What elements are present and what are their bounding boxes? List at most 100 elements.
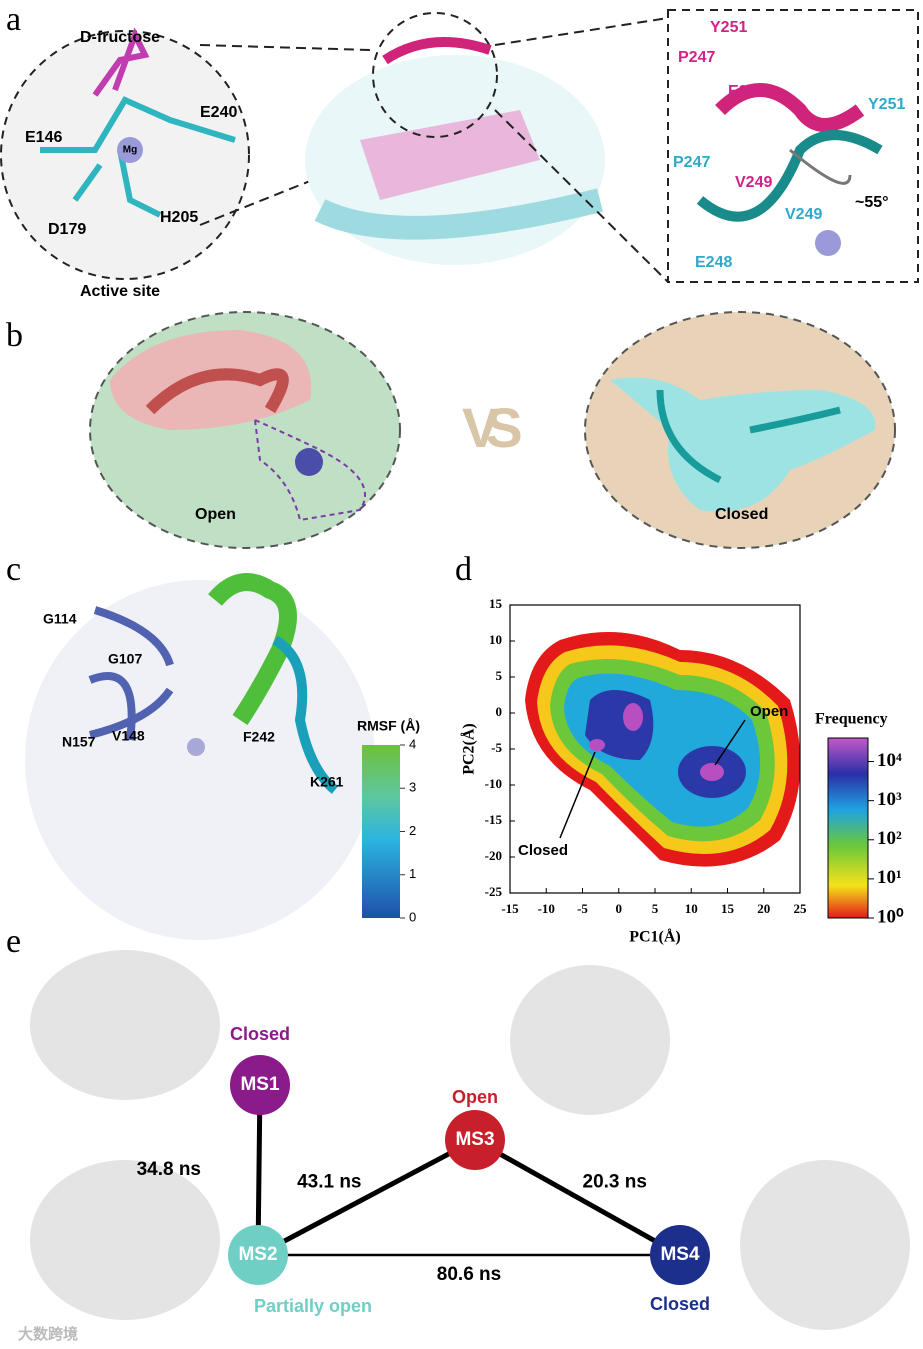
loop-label: V249	[785, 206, 822, 223]
y-tick-label: -25	[485, 884, 503, 899]
annotation-arrow	[714, 719, 746, 766]
residue-sticks	[40, 96, 236, 218]
residue-label: G107	[108, 651, 142, 667]
helix	[314, 188, 603, 240]
state-id: MS3	[455, 1129, 494, 1150]
zoom-circle	[372, 12, 498, 138]
x-tick-label: 10	[685, 901, 698, 916]
state-node	[650, 1225, 710, 1285]
transition-time: 34.8 ns	[137, 1159, 201, 1180]
connector	[199, 44, 371, 51]
y-tick-label: 10	[489, 632, 502, 647]
colorbar	[362, 745, 400, 918]
colorbar-tick-label: 3	[409, 780, 416, 795]
metal-ion	[187, 738, 205, 756]
density-peak	[589, 739, 605, 751]
annotation: Closed	[518, 842, 568, 859]
protein-cartoon	[305, 12, 605, 265]
panel-letter: d	[455, 551, 472, 588]
zoom-box	[667, 9, 919, 283]
ligand-label: D-fructose	[80, 29, 160, 46]
density-peak	[700, 763, 724, 781]
loop-ribbon	[88, 606, 174, 741]
state-label: Open	[195, 506, 236, 523]
angle-label: ~55°	[855, 194, 889, 211]
x-tick-label: 25	[794, 901, 808, 916]
y-tick-label: -5	[491, 740, 502, 755]
state-label: Closed	[715, 506, 768, 523]
panel-letter: a	[6, 1, 21, 38]
state-label: Closed	[650, 1294, 710, 1314]
x-tick-label: -10	[538, 901, 555, 916]
y-tick-label: -10	[485, 776, 502, 791]
transition-edge	[256, 1137, 477, 1258]
residue-label: F242	[243, 729, 275, 745]
residue-label: H205	[160, 209, 198, 226]
state-node	[445, 1110, 505, 1170]
protein-shape	[25, 580, 375, 940]
connector	[494, 109, 669, 283]
state-label: Partially open	[254, 1296, 372, 1316]
colorbar-tick-label: 10⁰	[877, 906, 904, 927]
colorbar-title: Frequency	[815, 711, 888, 728]
metal-ion	[295, 448, 323, 476]
transition-time: 43.1 ns	[297, 1172, 361, 1193]
loop-ribbon	[208, 573, 297, 725]
annotation: Open	[750, 703, 788, 720]
panel-letter: c	[6, 551, 21, 588]
colorbar-tick-label: 0	[409, 909, 416, 924]
panel-a: a Mg D-fructose E240 E146 D179 H205 Acti…	[0, 1, 919, 300]
loop-label: P247	[678, 49, 715, 66]
x-tick-label: -5	[577, 901, 588, 916]
x-tick-label: 15	[721, 901, 735, 916]
residue-label: N157	[62, 734, 96, 750]
x-tick-label: 5	[652, 901, 659, 916]
annotation-arrow	[559, 751, 596, 839]
colorbar-tick-label: 10¹	[877, 867, 902, 888]
vs-logo: VS	[462, 396, 521, 459]
panel-caption: Active site	[80, 283, 160, 300]
connector	[494, 17, 669, 46]
y-tick-label: 15	[489, 596, 503, 611]
metal-ion	[815, 230, 841, 256]
residue-label: D179	[48, 221, 86, 238]
state-id: MS1	[240, 1074, 280, 1095]
state-node	[230, 1055, 290, 1115]
panel-c: c G114 G107 N157 V148 F242 K261 RMSF (Å)…	[6, 551, 420, 940]
transition-edge	[473, 1137, 682, 1258]
x-tick-label: -15	[501, 901, 519, 916]
loop-label: E248	[728, 83, 765, 100]
loop-label: Y251	[868, 96, 905, 113]
y-tick-label: 0	[496, 704, 503, 719]
y-tick-label: -20	[485, 848, 502, 863]
panel-b: b Open VS Closed	[6, 311, 896, 549]
state-label: Open	[452, 1087, 498, 1107]
loop-ribbon	[272, 635, 339, 794]
loop-helix	[656, 389, 841, 484]
transition-time: 80.6 ns	[437, 1264, 501, 1285]
metal-ion	[117, 137, 143, 163]
panel-letter: e	[6, 923, 21, 960]
state-node	[228, 1225, 288, 1285]
colorbar-tick-label: 10⁴	[877, 750, 902, 771]
pocket-outline	[253, 418, 366, 522]
x-axis-label: PC1(Å)	[629, 928, 681, 946]
panel-d: d Open Closed PC1(Å) PC2(Å) Frequency -1…	[455, 551, 904, 946]
residue-label: E240	[200, 104, 237, 121]
loop-closed	[715, 83, 865, 132]
transition-time: 20.3 ns	[583, 1172, 647, 1193]
connector	[199, 174, 326, 226]
y-axis-label: PC2(Å)	[460, 723, 478, 775]
loop-label: Y251	[710, 19, 747, 36]
metal-label: Mg	[123, 145, 137, 156]
colorbar	[827, 737, 869, 919]
colorbar-tick-label: 10²	[877, 828, 902, 849]
loop-surface	[610, 377, 876, 512]
colorbar-tick-label: 10³	[877, 789, 902, 810]
x-tick-label: 0	[616, 901, 623, 916]
y-tick-label: 5	[496, 668, 503, 683]
rotation-arrow	[789, 148, 852, 185]
structure-ms1	[30, 950, 220, 1100]
state-id: MS4	[660, 1244, 700, 1265]
